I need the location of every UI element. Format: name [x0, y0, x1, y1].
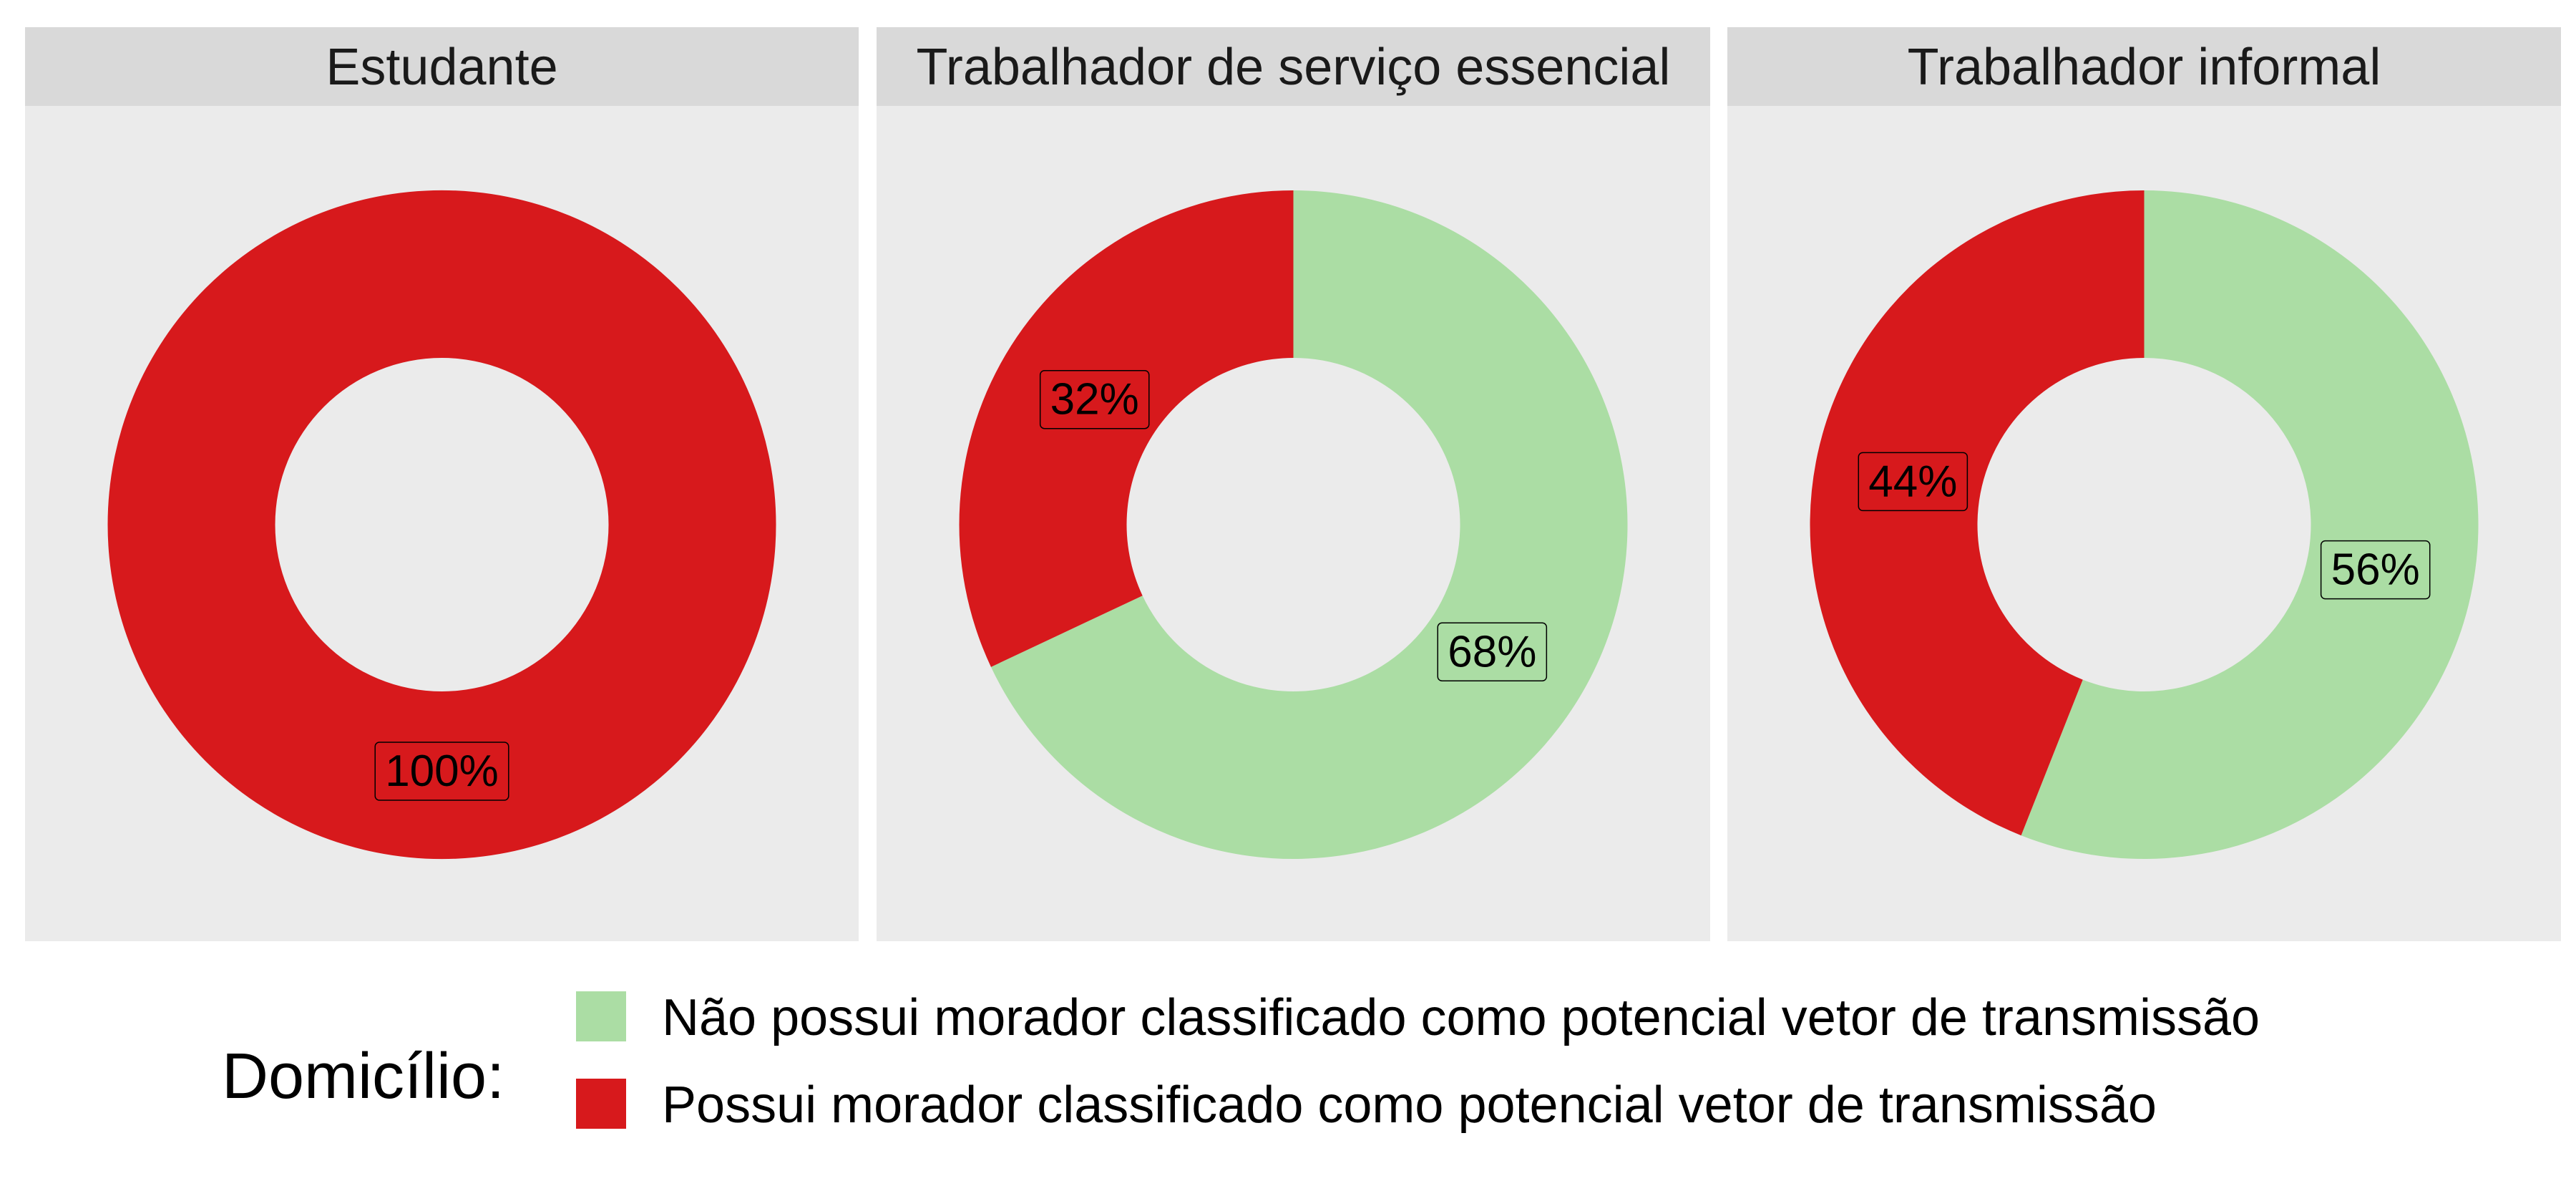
slice-label-text: 44% — [1868, 457, 1957, 506]
slice-label-text: 68% — [1448, 627, 1536, 676]
legend-key-nao — [576, 991, 626, 1041]
facet-strip-title: Trabalhador de serviço essencial — [917, 39, 1671, 96]
facet-strip-title: Estudante — [326, 39, 557, 96]
slice-label-possui: 44% — [1858, 452, 1967, 510]
facet-strip-title: Trabalhador informal — [1908, 39, 2381, 96]
facet-panel-3: Trabalhador informal 56% 44% — [1727, 27, 2561, 941]
legend-label-nao: Não possui morador classificado como pot… — [662, 993, 2260, 1043]
slice-label-text: 32% — [1050, 375, 1139, 424]
slice-label-nao: 68% — [1438, 623, 1546, 681]
legend-label-possui: Possui morador classificado como potenci… — [662, 1080, 2157, 1130]
facet-panel-2: Trabalhador de serviço essencial 68% 32% — [877, 27, 1710, 941]
legend-key-possui — [576, 1079, 626, 1129]
slice-label-nao: 56% — [2321, 541, 2430, 599]
legend-title: Domicílio: — [222, 1040, 504, 1114]
slice-label-text: 56% — [2331, 545, 2420, 595]
slice-label-possui: 100% — [375, 742, 509, 800]
facet-panel-1: Estudante 100% — [25, 27, 859, 941]
slice-label-possui: 32% — [1040, 371, 1149, 429]
slice-label-text: 100% — [385, 747, 499, 796]
